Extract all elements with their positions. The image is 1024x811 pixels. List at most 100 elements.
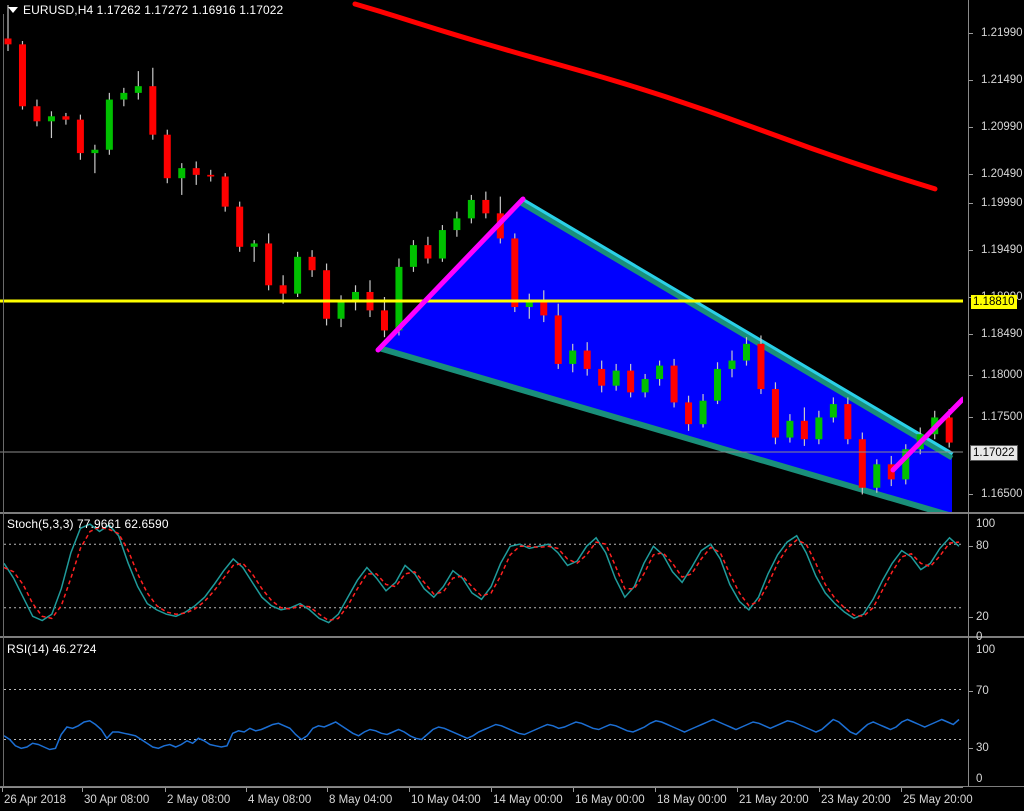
time-axis-label: 2 May 08:00 <box>167 794 231 806</box>
time-axis-label: 23 May 20:00 <box>821 794 891 806</box>
candle-body[interactable] <box>670 365 678 403</box>
candle-body[interactable] <box>279 285 287 294</box>
candle-body[interactable] <box>757 343 765 390</box>
uptrend-line-right[interactable] <box>890 396 963 473</box>
candle-body[interactable] <box>76 119 84 154</box>
price-axis-tick <box>969 375 973 376</box>
candle-body[interactable] <box>221 176 229 207</box>
candle-body[interactable] <box>4 38 12 45</box>
candle-body[interactable] <box>873 464 881 488</box>
candle-body[interactable] <box>858 439 866 488</box>
candle-body[interactable] <box>771 389 779 438</box>
candle-body[interactable] <box>540 300 548 316</box>
descending-channel[interactable] <box>378 197 954 512</box>
candle-body[interactable] <box>844 404 852 440</box>
candle-body[interactable] <box>714 368 722 401</box>
channel-lower-border[interactable] <box>378 345 952 512</box>
candle-body[interactable] <box>236 206 244 247</box>
candle-body[interactable] <box>525 300 533 308</box>
price-axis-tick <box>969 250 973 251</box>
candle-body[interactable] <box>308 256 316 271</box>
time-axis[interactable]: 26 Apr 2018 30 Apr 08:00 2 May 08:00 4 May … <box>0 787 1024 811</box>
price-axis-label: 1.21990 <box>981 27 1023 39</box>
channel-upper-highlight <box>519 197 954 458</box>
uptrend-line-left[interactable] <box>375 196 526 353</box>
candle-body[interactable] <box>33 106 41 122</box>
price-axis-tick <box>969 417 973 418</box>
candle-body[interactable] <box>887 464 895 480</box>
candle-body[interactable] <box>699 400 707 425</box>
candle-body[interactable] <box>467 199 475 219</box>
trendlines[interactable] <box>375 196 963 473</box>
support-price-badge[interactable]: 1.18810 <box>971 295 1017 309</box>
stoch-axis-tick <box>969 546 973 547</box>
time-axis-tick <box>819 787 820 792</box>
rsi-axis-label: 0 <box>976 773 983 785</box>
time-axis-tick <box>901 787 902 792</box>
candle-body[interactable] <box>728 360 736 369</box>
stochastic-pane[interactable] <box>0 515 963 635</box>
candle-body[interactable] <box>149 86 157 135</box>
candle-body[interactable] <box>627 370 635 393</box>
candle-body[interactable] <box>91 149 99 154</box>
stoch-axis-label: 20 <box>976 611 989 623</box>
triangle-down-icon[interactable] <box>8 6 18 13</box>
candle-body[interactable] <box>554 315 562 364</box>
candle-body[interactable] <box>163 134 171 179</box>
time-axis-tick <box>82 787 83 792</box>
rsi-pane[interactable] <box>0 640 963 785</box>
candle-body[interactable] <box>192 168 200 175</box>
channel-fill <box>379 200 952 512</box>
price-axis-label: 1.21490 <box>981 74 1023 86</box>
candle-body[interactable] <box>583 350 591 369</box>
candle-body[interactable] <box>800 420 808 440</box>
candle-body[interactable] <box>742 343 750 361</box>
price-axis-tick <box>969 80 973 81</box>
candle-body[interactable] <box>294 256 302 294</box>
stoch-axis-tick <box>969 617 973 618</box>
candle-body[interactable] <box>337 302 345 319</box>
candle-body[interactable] <box>207 174 215 177</box>
current-price-badge[interactable]: 1.17022 <box>970 445 1018 461</box>
candle-body[interactable] <box>786 420 794 438</box>
candle-body[interactable] <box>424 245 432 259</box>
candle-body[interactable] <box>105 99 113 150</box>
candle-body[interactable] <box>815 417 823 440</box>
candle-body[interactable] <box>134 86 142 93</box>
candle-body[interactable] <box>395 266 403 331</box>
candle-body[interactable] <box>409 245 417 267</box>
candle-body[interactable] <box>685 402 693 425</box>
candle-body[interactable] <box>598 368 606 386</box>
candle-body[interactable] <box>250 243 258 247</box>
candle-body[interactable] <box>945 417 953 443</box>
symbol-header[interactable]: EURUSD,H4 1.17262 1.17272 1.16916 1.1702… <box>8 3 283 17</box>
candle-body[interactable] <box>18 44 26 107</box>
rsi-axis-tick <box>969 748 973 749</box>
candle-body[interactable] <box>47 116 55 122</box>
candle-body[interactable] <box>352 291 360 303</box>
channel-upper-border[interactable] <box>519 200 954 461</box>
moving-average-line <box>352 1 938 192</box>
candle-body[interactable] <box>656 365 664 379</box>
stoch-axis-label: 0 <box>976 631 983 643</box>
candle-body[interactable] <box>569 350 577 364</box>
candle-body[interactable] <box>178 168 186 179</box>
stochastic-header[interactable]: Stoch(5,3,3) 77.9661 62.6590 <box>7 517 169 531</box>
candle-body[interactable] <box>453 218 461 231</box>
candle-body[interactable] <box>265 243 273 286</box>
candle-body[interactable] <box>829 404 837 418</box>
candle-body[interactable] <box>641 378 649 393</box>
rsi-axis-tick <box>969 691 973 692</box>
price-pane[interactable] <box>0 0 963 512</box>
candle-body[interactable] <box>482 199 490 214</box>
candle-body[interactable] <box>612 370 620 386</box>
candle-body[interactable] <box>120 92 128 100</box>
candle-body[interactable] <box>438 230 446 259</box>
candle-body[interactable] <box>902 449 910 480</box>
candle-body[interactable] <box>380 310 388 331</box>
candle-body[interactable] <box>62 116 70 120</box>
price-axis-label: 1.18000 <box>981 369 1023 381</box>
candle-body[interactable] <box>323 270 331 319</box>
candle-body[interactable] <box>511 238 519 308</box>
rsi-header[interactable]: RSI(14) 46.2724 <box>7 642 97 656</box>
